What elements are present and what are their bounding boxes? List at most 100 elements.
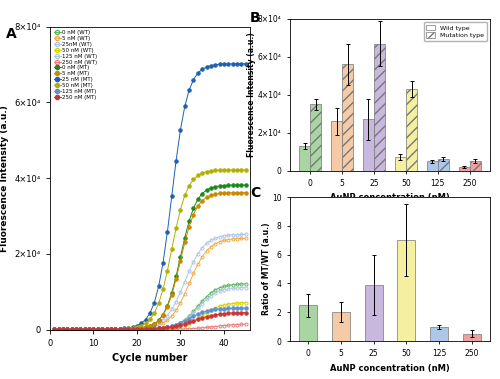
0 nM (MT) bbox=[134, 326, 140, 330]
250 nM (WT) bbox=[186, 326, 192, 331]
5 nM (MT) bbox=[142, 325, 148, 330]
50 nM (MT) bbox=[99, 327, 105, 331]
0 nM (WT) bbox=[60, 327, 66, 331]
50 nM (MT) bbox=[142, 321, 148, 326]
0 nM (WT) bbox=[221, 284, 227, 289]
5 nM (WT) bbox=[138, 326, 144, 330]
Bar bbox=[430, 327, 448, 341]
125 nM (WT) bbox=[195, 306, 201, 310]
Line: 0 nM (MT): 0 nM (MT) bbox=[52, 183, 248, 331]
125 nM (MT) bbox=[52, 327, 58, 331]
25 nM (MT) bbox=[86, 327, 92, 331]
125 nM (WT) bbox=[142, 327, 148, 331]
250 nM (MT) bbox=[95, 327, 101, 332]
5 nM (MT) bbox=[56, 327, 62, 331]
0 nM (MT) bbox=[116, 327, 122, 331]
0 nM (WT) bbox=[204, 294, 210, 299]
5 nM (WT) bbox=[116, 327, 122, 331]
25nM (WT) bbox=[121, 327, 127, 331]
0 nM (MT) bbox=[230, 183, 235, 188]
5 nM (WT) bbox=[208, 244, 214, 249]
125 nM (MT) bbox=[168, 324, 174, 328]
125 nM (MT) bbox=[208, 308, 214, 312]
125 nM (WT) bbox=[73, 327, 79, 331]
250 nM (WT) bbox=[68, 327, 74, 332]
0 nM (MT) bbox=[173, 274, 179, 279]
0 nM (MT) bbox=[126, 326, 132, 331]
125 nM (MT) bbox=[178, 321, 184, 325]
125 nM (WT) bbox=[104, 327, 110, 331]
25nM (WT) bbox=[234, 232, 240, 237]
250 nM (MT) bbox=[73, 327, 79, 332]
25nM (WT) bbox=[99, 327, 105, 331]
250 nM (MT) bbox=[108, 327, 114, 332]
25 nM (MT) bbox=[186, 88, 192, 92]
0 nM (WT) bbox=[182, 317, 188, 322]
0 nM (MT) bbox=[226, 183, 232, 188]
0 nM (MT) bbox=[142, 325, 148, 329]
50 nM (MT) bbox=[104, 327, 110, 331]
50 nM (MT) bbox=[164, 268, 170, 273]
5 nM (WT) bbox=[56, 327, 62, 331]
125 nM (WT) bbox=[164, 325, 170, 329]
125 nM (MT) bbox=[242, 306, 248, 310]
5 nM (WT) bbox=[173, 308, 179, 313]
50 nM (MT) bbox=[116, 326, 122, 331]
25nM (WT) bbox=[104, 327, 110, 331]
125 nM (MT) bbox=[142, 326, 148, 331]
50 nM (MT) bbox=[238, 168, 244, 172]
Line: 50 nM (WT): 50 nM (WT) bbox=[53, 301, 247, 330]
50 nM (MT) bbox=[90, 327, 96, 331]
125 nM (MT) bbox=[230, 306, 235, 311]
250 nM (WT) bbox=[156, 327, 162, 332]
25 nM (MT) bbox=[221, 62, 227, 66]
0 nM (WT) bbox=[56, 327, 62, 331]
5 nM (MT) bbox=[226, 191, 232, 195]
5 nM (MT) bbox=[90, 327, 96, 331]
5 nM (WT) bbox=[186, 281, 192, 286]
50 nM (WT) bbox=[182, 323, 188, 327]
25 nM (MT) bbox=[73, 327, 79, 331]
Bar bbox=[398, 240, 415, 341]
125 nM (MT) bbox=[182, 319, 188, 323]
125 nM (MT) bbox=[126, 327, 132, 331]
25 nM (MT) bbox=[142, 317, 148, 322]
250 nM (WT) bbox=[160, 327, 166, 332]
125 nM (WT) bbox=[199, 301, 205, 306]
250 nM (WT) bbox=[138, 327, 144, 332]
25nM (WT) bbox=[82, 327, 88, 331]
25nM (WT) bbox=[60, 327, 66, 331]
0 nM (WT) bbox=[164, 325, 170, 329]
125 nM (MT) bbox=[226, 306, 232, 311]
250 nM (MT) bbox=[134, 327, 140, 332]
250 nM (WT) bbox=[64, 327, 70, 332]
25 nM (MT) bbox=[238, 61, 244, 66]
250 nM (MT) bbox=[142, 327, 148, 331]
Line: 125 nM (WT): 125 nM (WT) bbox=[53, 286, 247, 330]
125 nM (WT) bbox=[226, 287, 232, 291]
5 nM (MT) bbox=[242, 190, 248, 195]
250 nM (WT) bbox=[168, 327, 174, 332]
5 nM (WT) bbox=[86, 327, 92, 331]
5 nM (MT) bbox=[195, 204, 201, 208]
25 nM (MT) bbox=[82, 327, 88, 331]
25nM (WT) bbox=[195, 251, 201, 256]
25 nM (MT) bbox=[121, 326, 127, 330]
250 nM (WT) bbox=[178, 327, 184, 331]
5 nM (WT) bbox=[108, 327, 114, 331]
50 nM (MT) bbox=[160, 287, 166, 291]
250 nM (WT) bbox=[126, 327, 132, 332]
125 nM (MT) bbox=[73, 327, 79, 331]
5 nM (MT) bbox=[64, 327, 70, 331]
125 nM (WT) bbox=[126, 327, 132, 331]
5 nM (WT) bbox=[221, 238, 227, 243]
5 nM (WT) bbox=[226, 237, 232, 242]
0 nM (MT) bbox=[112, 327, 118, 331]
0 nM (MT) bbox=[178, 255, 184, 259]
50 nM (WT) bbox=[160, 326, 166, 331]
5 nM (MT) bbox=[173, 277, 179, 281]
5 nM (WT) bbox=[112, 327, 118, 331]
25nM (WT) bbox=[64, 327, 70, 331]
125 nM (WT) bbox=[130, 327, 136, 331]
5 nM (WT) bbox=[182, 291, 188, 296]
